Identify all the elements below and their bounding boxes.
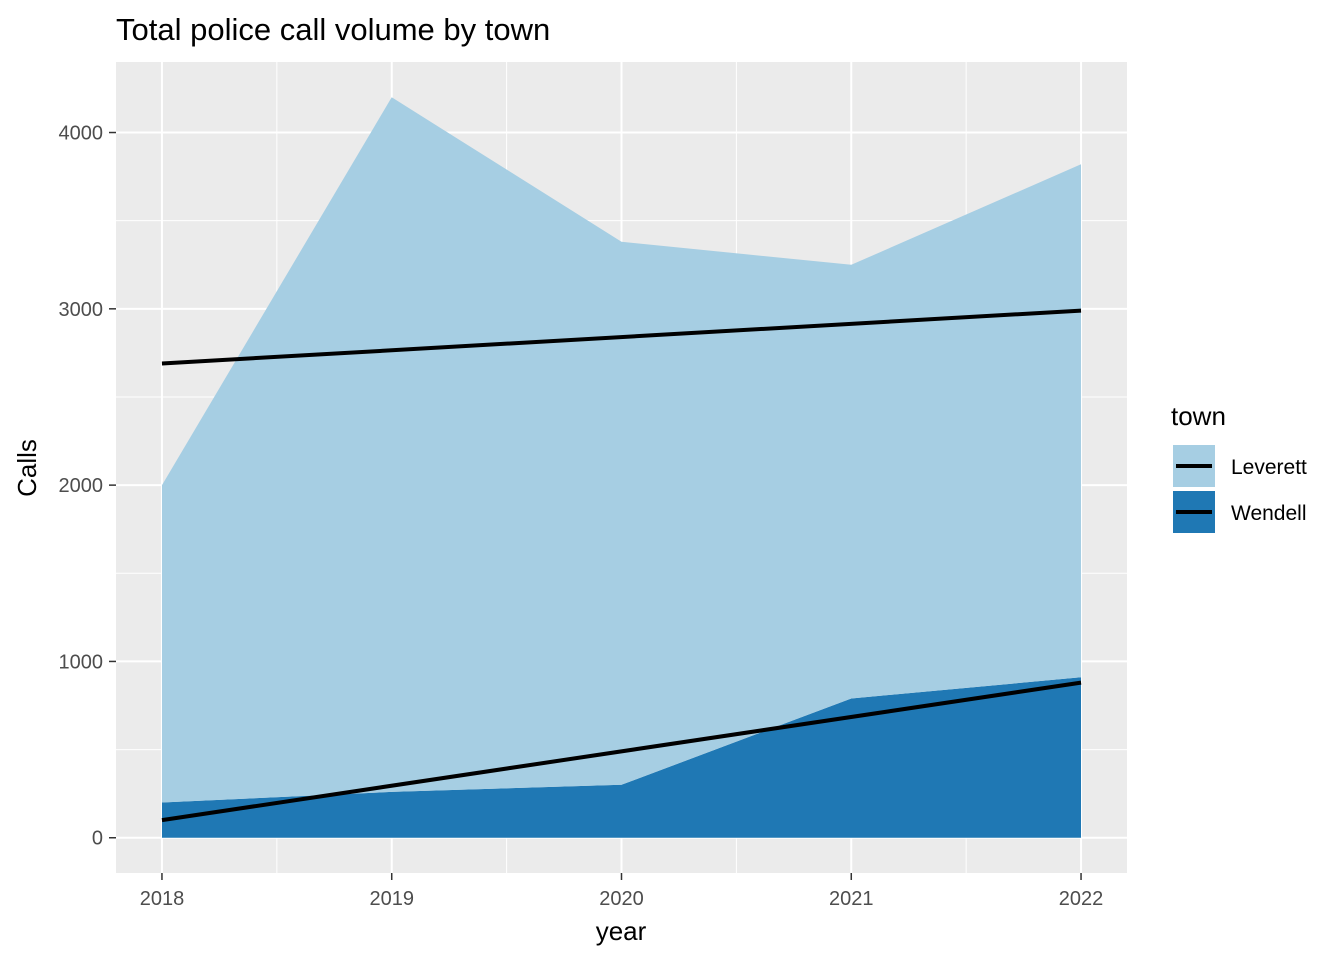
- trend-line-wendell: [161, 680, 1082, 823]
- chart-title: Total police call volume by town: [116, 12, 550, 47]
- x-tick-label: 2020: [599, 888, 644, 910]
- legend-item-leverett: Leverett: [1171, 443, 1307, 489]
- x-tick-label: 2018: [140, 888, 185, 910]
- legend-label-leverett: Leverett: [1231, 456, 1307, 479]
- x-tick-label: 2021: [829, 888, 874, 910]
- y-axis-title: Calls: [12, 439, 42, 497]
- trend-line-leverett: [161, 308, 1082, 366]
- y-tick-label: 4000: [59, 123, 104, 145]
- y-tick-label: 2000: [59, 475, 104, 497]
- y-tick-label: 0: [92, 828, 103, 850]
- x-axis-title: year: [596, 916, 647, 946]
- x-tick-label: 2019: [369, 888, 414, 910]
- trend-lines: [161, 308, 1082, 823]
- y-tick-label: 3000: [59, 299, 104, 321]
- legend-title: town: [1171, 401, 1226, 431]
- y-axis-ticks: 0 1000 2000 3000 4000: [59, 123, 116, 850]
- x-axis-ticks: 2018 2019 2020 2021 2022: [140, 873, 1104, 910]
- y-tick-label: 1000: [59, 651, 104, 673]
- legend-label-wendell: Wendell: [1231, 502, 1307, 525]
- x-tick-label: 2022: [1059, 888, 1104, 910]
- area-leverett: [162, 97, 1081, 803]
- legend-item-wendell: Wendell: [1171, 489, 1307, 535]
- legend: town Leverett Wendell: [1171, 401, 1307, 535]
